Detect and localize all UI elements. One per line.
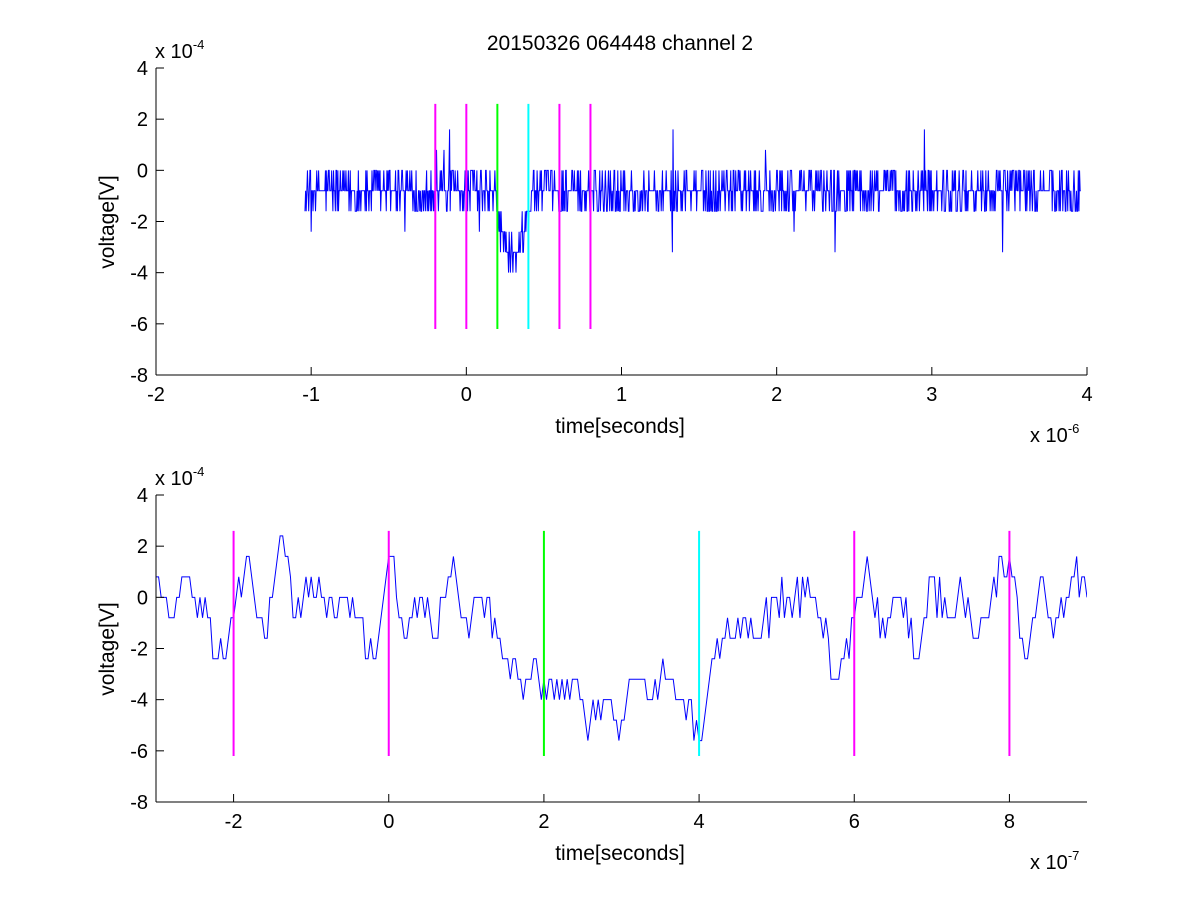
top-y-multiplier-base: x 10 <box>155 41 193 63</box>
bottom-x-tick-label: 2 <box>538 811 549 833</box>
top-plot-clip <box>304 103 1081 329</box>
top-x-tick-label: 2 <box>771 384 782 406</box>
bottom-plot-clip <box>156 530 1087 756</box>
bottom-plot-area <box>156 530 1087 756</box>
bottom-axes: -2 0 2 4 6 8 -8 -6 -4 -2 0 2 4 time[seconds] voltag… <box>96 464 1087 874</box>
bottom-x-tick-label: 8 <box>1004 811 1015 833</box>
bottom-y-tick-label: 0 <box>137 587 148 609</box>
bottom-x-multiplier: x 10-7 <box>1030 848 1079 874</box>
bottom-y-multiplier-base: x 10 <box>155 468 193 490</box>
top-y-tick-label: 4 <box>137 58 148 80</box>
bottom-x-multiplier-base: x 10 <box>1030 852 1068 874</box>
bottom-x-axis-label: time[seconds] <box>555 842 685 865</box>
bottom-y-multiplier: x 10-4 <box>155 464 204 490</box>
bottom-y-tick-label: -6 <box>130 741 148 763</box>
bottom-x-tick-label: 0 <box>383 811 394 833</box>
bottom-y-ticks: -8 -6 -4 -2 0 2 4 <box>130 485 164 814</box>
bottom-y-axis-label: voltage[V] <box>96 602 119 695</box>
top-y-ticks: -8 -6 -4 -2 0 2 4 <box>130 58 164 387</box>
top-x-axis-label: time[seconds] <box>555 415 685 438</box>
bottom-x-tick-label: -2 <box>225 811 243 833</box>
top-x-tick-label: -1 <box>302 384 320 406</box>
bottom-y-tick-label: 2 <box>137 536 148 558</box>
top-x-tick-label: 4 <box>1081 384 1092 406</box>
top-y-multiplier-exp: -4 <box>193 37 205 52</box>
chart-title: 20150326 064448 channel 2 <box>487 32 753 55</box>
top-x-multiplier-base: x 10 <box>1030 425 1068 447</box>
top-x-multiplier-exp: -6 <box>1068 421 1080 436</box>
bottom-x-ticks: -2 0 2 4 6 8 <box>225 794 1015 833</box>
bottom-y-multiplier-exp: -4 <box>193 464 205 479</box>
top-x-tick-label: 3 <box>926 384 937 406</box>
bottom-y-tick-label: -2 <box>130 639 148 661</box>
top-y-tick-label: 0 <box>137 160 148 182</box>
top-y-tick-label: -4 <box>130 263 148 285</box>
top-series-line <box>304 129 1081 273</box>
top-y-tick-label: -6 <box>130 314 148 336</box>
top-plot-area <box>304 103 1081 329</box>
top-y-tick-label: -8 <box>130 365 148 387</box>
top-y-tick-label: -2 <box>130 212 148 234</box>
top-x-multiplier: x 10-6 <box>1030 421 1079 447</box>
bottom-x-multiplier-exp: -7 <box>1068 848 1080 863</box>
bottom-y-tick-label: -8 <box>130 792 148 814</box>
top-y-axis-label: voltage[V] <box>96 175 119 268</box>
bottom-y-tick-label: -4 <box>130 690 148 712</box>
bottom-x-tick-label: 6 <box>849 811 860 833</box>
top-x-tick-label: -2 <box>147 384 165 406</box>
bottom-x-tick-label: 4 <box>694 811 705 833</box>
top-x-tick-label: 1 <box>616 384 627 406</box>
top-x-ticks: -2 -1 0 1 2 3 4 <box>147 367 1093 406</box>
top-y-multiplier: x 10-4 <box>155 37 204 63</box>
bottom-series-line <box>156 535 1087 742</box>
top-axes: -2 -1 0 1 2 3 4 -8 -6 -4 -2 0 2 4 time[seconds] volt… <box>96 37 1093 447</box>
top-x-tick-label: 0 <box>461 384 472 406</box>
top-y-tick-label: 2 <box>137 109 148 131</box>
bottom-y-tick-label: 4 <box>137 485 148 507</box>
